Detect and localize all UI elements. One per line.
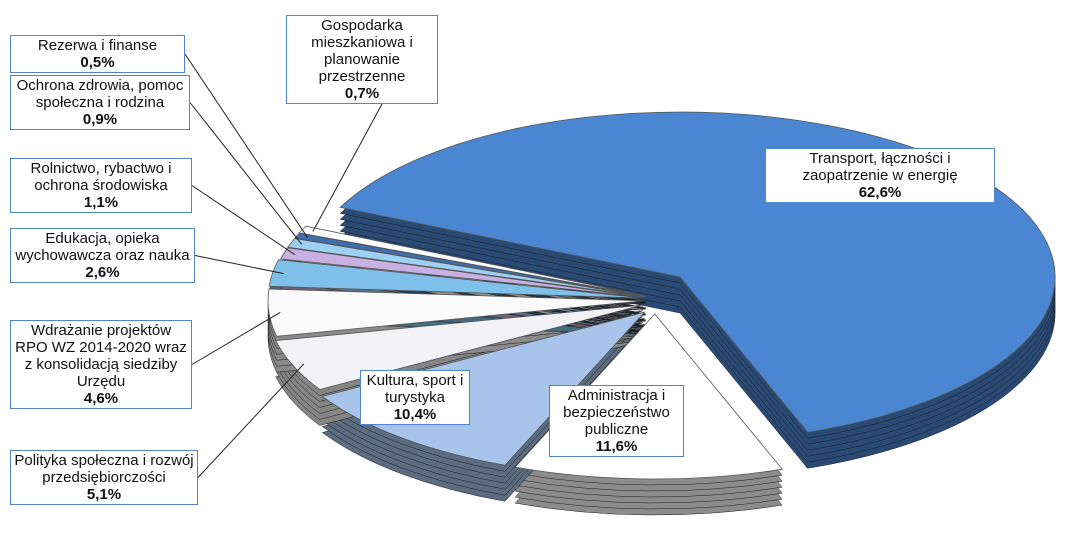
category-label: Polityka społeczna i rozwój przedsiębior… <box>14 452 194 486</box>
leader-line <box>191 311 281 365</box>
category-label: Ochrona zdrowia, pomoc społeczna i rodzi… <box>16 77 184 111</box>
leader-line <box>184 53 308 238</box>
value-label: 1,1% <box>83 194 119 211</box>
value-label: 5,1% <box>86 486 122 503</box>
value-label: 0,9% <box>82 111 118 128</box>
leader-line <box>197 363 305 478</box>
value-label: 0,5% <box>80 54 115 71</box>
slice <box>267 288 644 337</box>
value-label: 0,7% <box>344 85 380 102</box>
category-label: Kultura, sport i turystyka <box>366 372 464 406</box>
label-box: Administracja i bezpieczeństwo publiczne… <box>549 385 684 457</box>
leader-line <box>189 102 303 245</box>
value-label: 10,4% <box>393 406 437 423</box>
category-label: Edukacja, opieka wychowawcza oraz nauka <box>15 230 190 264</box>
label-box: Edukacja, opieka wychowawcza oraz nauka 2… <box>10 228 195 283</box>
label-box: Transport, łączności i zaopatrzenie w en… <box>765 148 995 203</box>
category-label: Rezerwa i finanse <box>37 37 158 54</box>
label-box: Rolnictwo, rybactwo i ochrona środowiska… <box>10 158 192 213</box>
label-box: Ochrona zdrowia, pomoc społeczna i rodzi… <box>10 75 190 130</box>
label-box: Wdrażanie projektów RPO WZ 2014-2020 wra… <box>10 320 192 409</box>
category-label: Transport, łączności i zaopatrzenie w en… <box>802 150 958 184</box>
leader-line <box>312 103 383 232</box>
category-label: Gospodarka mieszkaniowa i planowanie prz… <box>311 17 413 85</box>
label-box: Rezerwa i finanse 0,5% <box>10 35 185 73</box>
slice <box>287 238 646 298</box>
category-label: Rolnictwo, rybactwo i ochrona środowiska <box>30 160 172 194</box>
leader-line <box>191 185 296 256</box>
slice <box>321 311 646 466</box>
label-box: Gospodarka mieszkaniowa i planowanie prz… <box>286 15 438 104</box>
slice <box>275 304 643 390</box>
value-label: 62,6% <box>858 184 902 201</box>
value-label: 11,6% <box>595 438 638 455</box>
value-label: 2,6% <box>85 264 120 281</box>
category-label: Wdrażanie projektów RPO WZ 2014-2020 wra… <box>15 322 187 390</box>
category-label: Administracja i bezpieczeństwo publiczne <box>563 387 670 438</box>
label-box: Kultura, sport i turystyka 10,4% <box>360 370 470 425</box>
slice <box>268 259 644 299</box>
label-box: Polityka społeczna i rozwój przedsiębior… <box>10 450 198 505</box>
slice <box>280 247 646 298</box>
value-label: 4,6% <box>83 390 119 407</box>
leader-line <box>194 255 284 275</box>
